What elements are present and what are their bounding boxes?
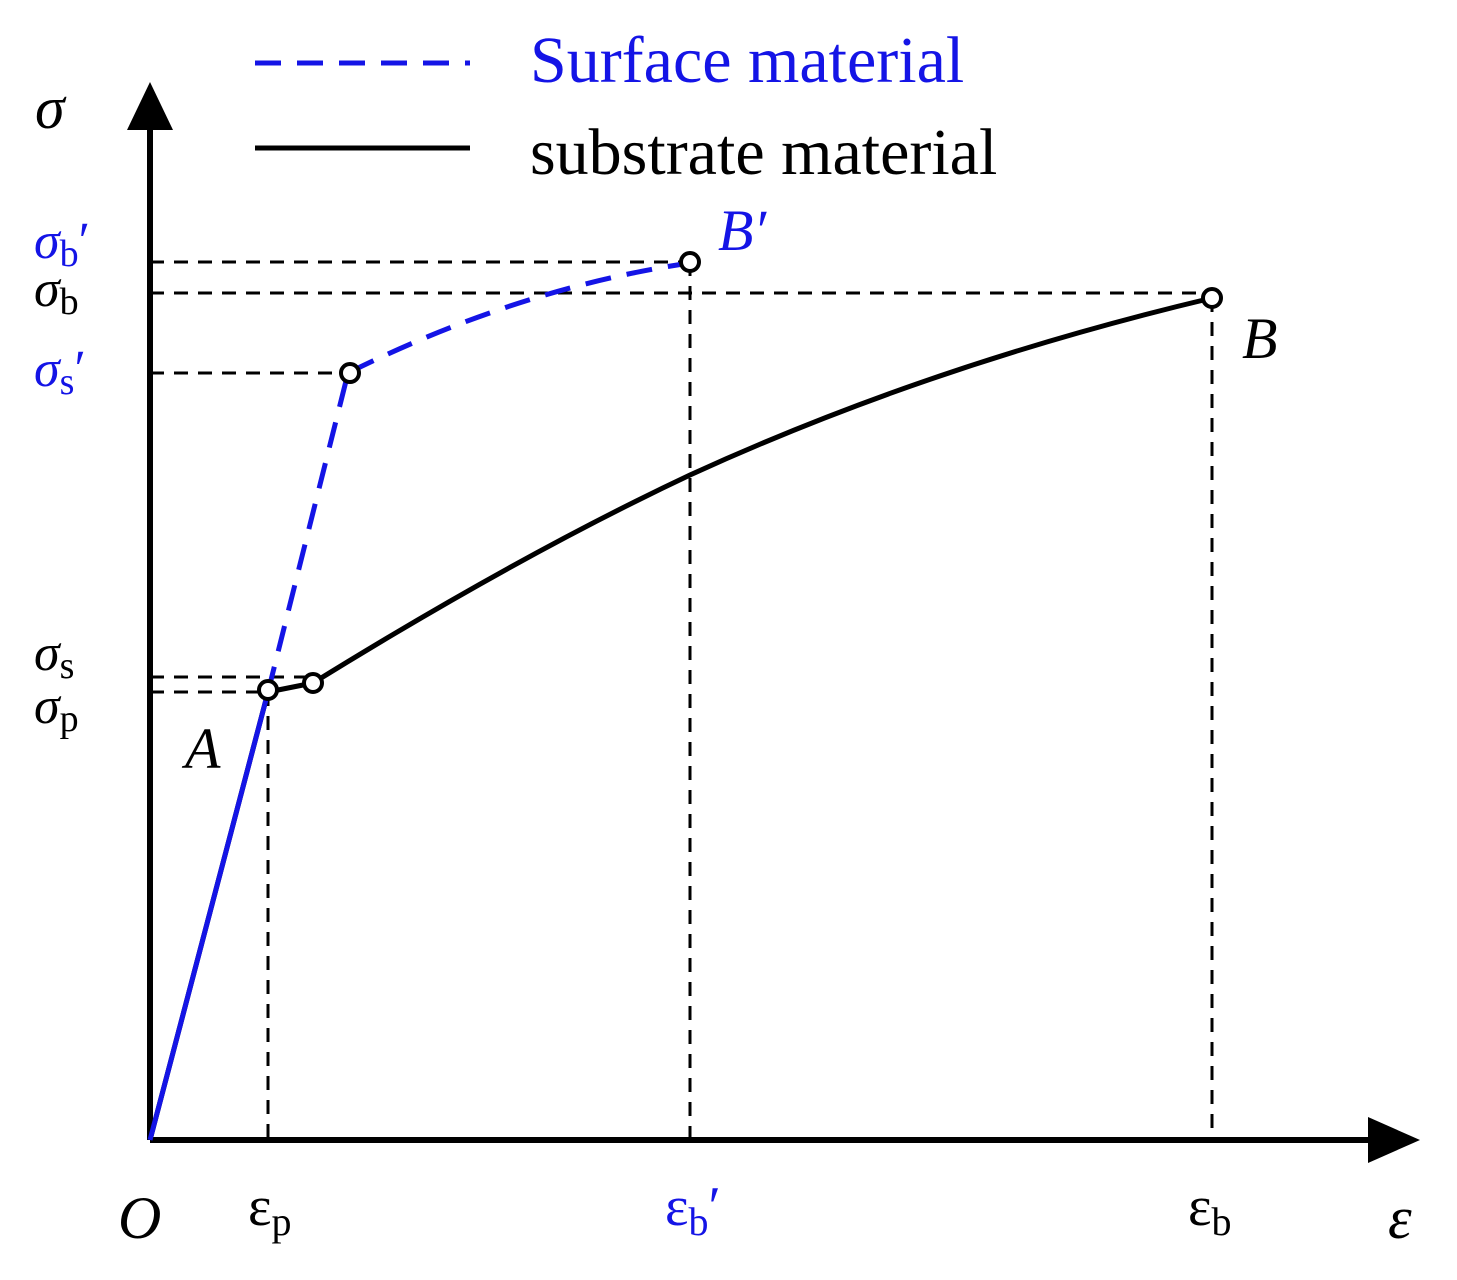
y-label-sigma-b: σb: [34, 261, 79, 323]
surface-elastic-lower-segment: [147, 691, 271, 1141]
surface-hardening-segment: [348, 260, 691, 375]
y-axis-symbol: σ: [35, 75, 67, 141]
surface-elastic-upper-segment: [265, 372, 351, 693]
legend: Surface material substrate material: [255, 24, 997, 189]
point-marker-B: [1201, 287, 1223, 309]
point-marker-surface-yield: [339, 362, 361, 384]
origin-label: O: [118, 1185, 161, 1251]
x-label-eps-p: εp: [248, 1176, 292, 1244]
y-label-sigma-s: σs: [34, 625, 74, 687]
x-label-eps-b: εb: [1188, 1176, 1232, 1244]
point-label-A: A: [181, 716, 221, 781]
axes: [127, 82, 1420, 1163]
x-axis-symbol: ε: [1388, 1185, 1412, 1251]
legend-surface-label: Surface material: [530, 24, 964, 97]
legend-substrate-label: substrate material: [530, 116, 997, 189]
point-markers: [257, 251, 1223, 701]
y-label-sigma-p: σp: [34, 678, 79, 740]
y-axis-arrowhead: [127, 82, 173, 130]
point-label-B: B: [1242, 306, 1277, 371]
substrate-curve: [147, 295, 1213, 1141]
substrate-hardening-segment: [311, 295, 1213, 686]
point-marker-substrate-yield: [302, 672, 324, 694]
surface-curve: [147, 260, 691, 1141]
point-marker-A: [257, 679, 279, 701]
point-marker-B-prime: [679, 251, 701, 273]
y-label-sigma-b-prime: σb′: [34, 213, 90, 275]
y-label-sigma-s-prime: σs′: [34, 341, 86, 403]
x-label-eps-b-prime: εb′: [665, 1176, 721, 1244]
x-axis-arrowhead: [1368, 1117, 1420, 1163]
reference-guides: [150, 260, 1214, 1140]
point-label-B-prime: B′: [718, 198, 767, 263]
